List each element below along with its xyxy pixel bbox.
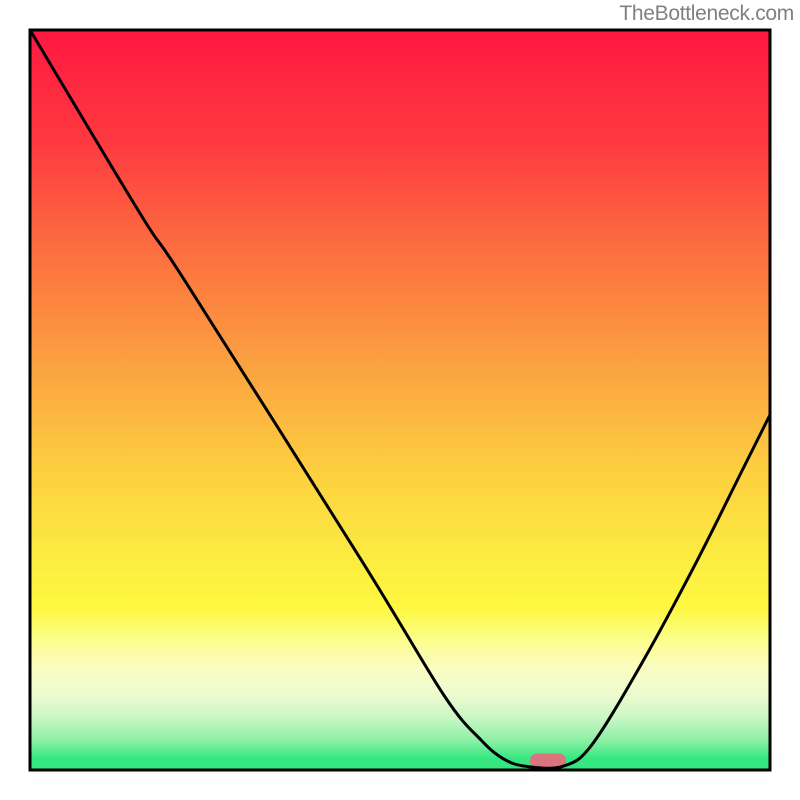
chart-root: TheBottleneck.com xyxy=(0,0,800,800)
watermark-text: TheBottleneck.com xyxy=(619,2,794,26)
gradient-background xyxy=(30,30,770,770)
bottleneck-chart xyxy=(0,0,800,800)
